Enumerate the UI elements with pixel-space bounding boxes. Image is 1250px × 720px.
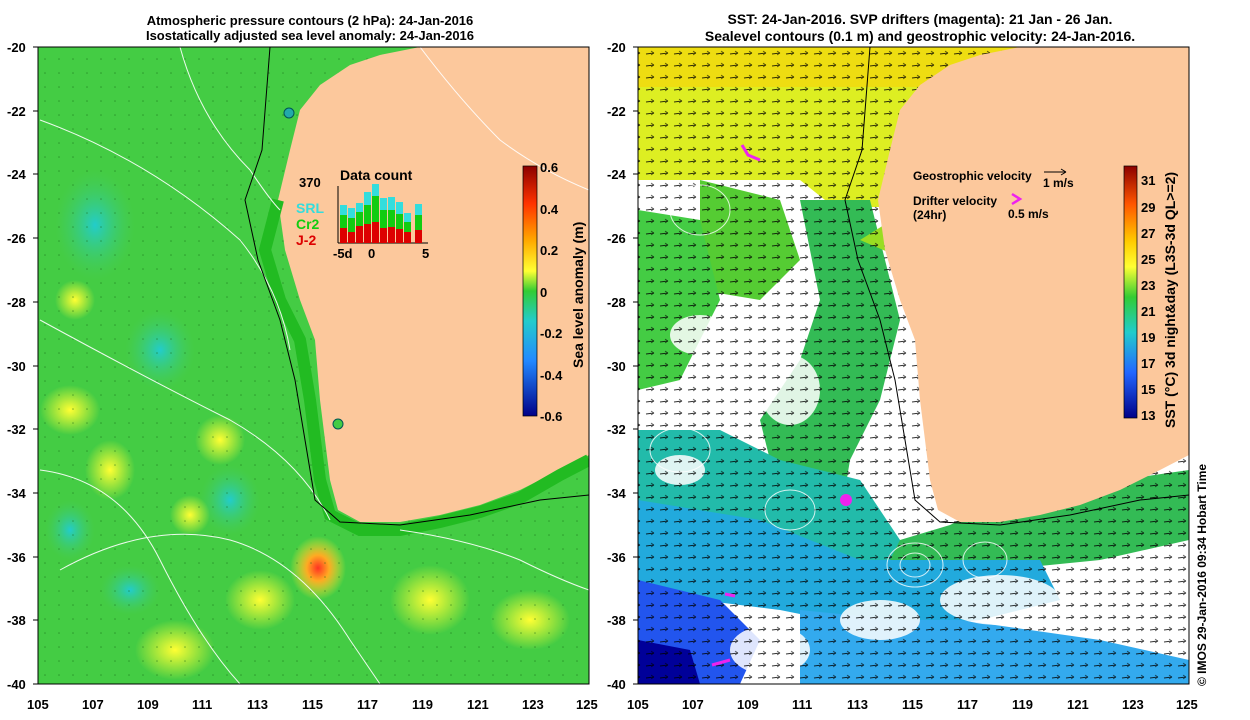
sst-tick: 17 bbox=[1141, 356, 1156, 371]
sla-tick: 0.2 bbox=[540, 243, 559, 258]
sla-tick: -0.4 bbox=[540, 368, 563, 383]
x-tick: 123 bbox=[522, 697, 544, 712]
y-tick: -26 bbox=[7, 231, 26, 246]
inset-legend-srl: SRL bbox=[296, 200, 324, 216]
inset-x-tick: 0 bbox=[368, 246, 376, 261]
x-tick: 119 bbox=[1012, 697, 1033, 712]
y-tick: -38 bbox=[7, 613, 26, 628]
sst-tick: 19 bbox=[1141, 330, 1156, 345]
sst-tick: 23 bbox=[1141, 278, 1156, 293]
x-tick: 105 bbox=[627, 697, 649, 712]
x-tick: 107 bbox=[682, 697, 704, 712]
y-tick: -38 bbox=[607, 613, 626, 628]
y-tick: -22 bbox=[607, 104, 626, 119]
sst-tick: 29 bbox=[1141, 200, 1156, 215]
geo-velocity-label: Geostrophic velocity bbox=[913, 169, 1032, 183]
y-tick: -40 bbox=[7, 677, 26, 692]
y-tick: -22 bbox=[7, 104, 26, 119]
y-tick: -36 bbox=[607, 550, 626, 565]
y-tick: -34 bbox=[7, 486, 26, 501]
left-title: Atmospheric pressure contours (2 hPa): 2… bbox=[80, 13, 540, 43]
australia-land bbox=[278, 47, 589, 522]
y-tick: -24 bbox=[7, 167, 26, 182]
y-tick: -28 bbox=[7, 295, 26, 310]
australia-land-sst bbox=[878, 47, 1189, 522]
inset-x-tick: -5d bbox=[333, 246, 353, 261]
right-title-line1: SST: 24-Jan-2016. SVP drifters (magenta)… bbox=[727, 11, 1113, 27]
drifter-track bbox=[711, 658, 731, 667]
inset-x-tick: 5 bbox=[422, 246, 430, 261]
sst-tick: 25 bbox=[1141, 252, 1156, 267]
inset-legend-j2: J-2 bbox=[296, 232, 317, 248]
sla-tick: 0.6 bbox=[540, 160, 559, 175]
x-tick: 109 bbox=[737, 697, 759, 712]
sla-tick: -0.2 bbox=[540, 326, 563, 341]
sst-tick: 13 bbox=[1141, 408, 1156, 423]
inset-title: Data count bbox=[340, 167, 413, 183]
data-count-inset bbox=[337, 184, 428, 244]
sst-tick: 31 bbox=[1141, 173, 1156, 188]
y-tick: -20 bbox=[607, 40, 626, 55]
drifter-track bbox=[724, 592, 736, 598]
y-tick: -32 bbox=[607, 422, 626, 437]
x-tick: 111 bbox=[792, 697, 813, 712]
y-tick: -36 bbox=[7, 550, 26, 565]
x-tick: 117 bbox=[957, 697, 978, 712]
x-tick: 121 bbox=[467, 697, 489, 712]
x-tick: 115 bbox=[902, 697, 923, 712]
imos-credit: © IMOS 29-Jan-2016 09:34 Hobart Time bbox=[1195, 463, 1209, 686]
y-tick: -26 bbox=[607, 231, 626, 246]
x-tick: 107 bbox=[82, 697, 104, 712]
x-tick: 105 bbox=[27, 697, 49, 712]
right-title-line2: Sealevel contours (0.1 m) and geostrophi… bbox=[704, 28, 1136, 44]
inset-legend-cr2: Cr2 bbox=[296, 216, 320, 232]
y-tick: -40 bbox=[607, 677, 626, 692]
x-tick: 113 bbox=[847, 697, 868, 712]
x-tick: 113 bbox=[247, 697, 268, 712]
x-tick: 125 bbox=[1176, 697, 1198, 712]
left-title-line1: Atmospheric pressure contours (2 hPa): 2… bbox=[146, 13, 474, 28]
y-tick: -30 bbox=[607, 359, 626, 374]
geo-velocity-scale: 1 m/s bbox=[1043, 176, 1074, 190]
x-tick: 121 bbox=[1067, 697, 1089, 712]
sla-colorbar bbox=[522, 165, 538, 417]
sla-tick: 0.4 bbox=[540, 202, 559, 217]
sla-colorbar-label: Sea level anomaly (m) bbox=[570, 221, 586, 368]
drifter-marker bbox=[840, 494, 852, 506]
inset-bars bbox=[340, 184, 422, 243]
x-tick: 111 bbox=[192, 697, 213, 712]
y-tick: -20 bbox=[7, 40, 26, 55]
sst-tick: 21 bbox=[1141, 304, 1156, 319]
drifter-velocity-label: Drifter velocity bbox=[913, 194, 998, 208]
x-tick: 109 bbox=[137, 697, 159, 712]
y-tick: -32 bbox=[7, 422, 26, 437]
left-title-line2: Isostatically adjusted sea level anomaly… bbox=[145, 28, 475, 43]
x-tick: 125 bbox=[576, 697, 598, 712]
y-tick: -24 bbox=[607, 167, 626, 182]
inset-max-label: 370 bbox=[299, 175, 321, 190]
sla-tick: 0 bbox=[540, 285, 548, 300]
right-title: SST: 24-Jan-2016. SVP drifters (magenta)… bbox=[640, 11, 1200, 45]
sla-tick: -0.6 bbox=[540, 409, 563, 424]
sst-colorbar-label: SST (°C) 3d night&day (L3S-3d QL>=2) bbox=[1162, 171, 1178, 428]
tide-gauge-marker bbox=[283, 107, 295, 119]
y-tick: -34 bbox=[607, 486, 626, 501]
drifter-track bbox=[740, 144, 761, 162]
drifter-velocity-scale: 0.5 m/s bbox=[1008, 207, 1049, 221]
y-tick: -30 bbox=[7, 359, 26, 374]
y-tick: -28 bbox=[607, 295, 626, 310]
x-tick: 123 bbox=[1122, 697, 1144, 712]
sst-colorbar bbox=[1123, 165, 1138, 419]
x-tick: 117 bbox=[357, 697, 378, 712]
drifter-velocity-sub: (24hr) bbox=[913, 208, 947, 222]
x-tick: 115 bbox=[302, 697, 323, 712]
x-tick: 119 bbox=[412, 697, 433, 712]
sst-tick: 27 bbox=[1141, 226, 1156, 241]
sst-tick: 15 bbox=[1141, 382, 1156, 397]
tide-gauge-marker bbox=[332, 418, 344, 430]
